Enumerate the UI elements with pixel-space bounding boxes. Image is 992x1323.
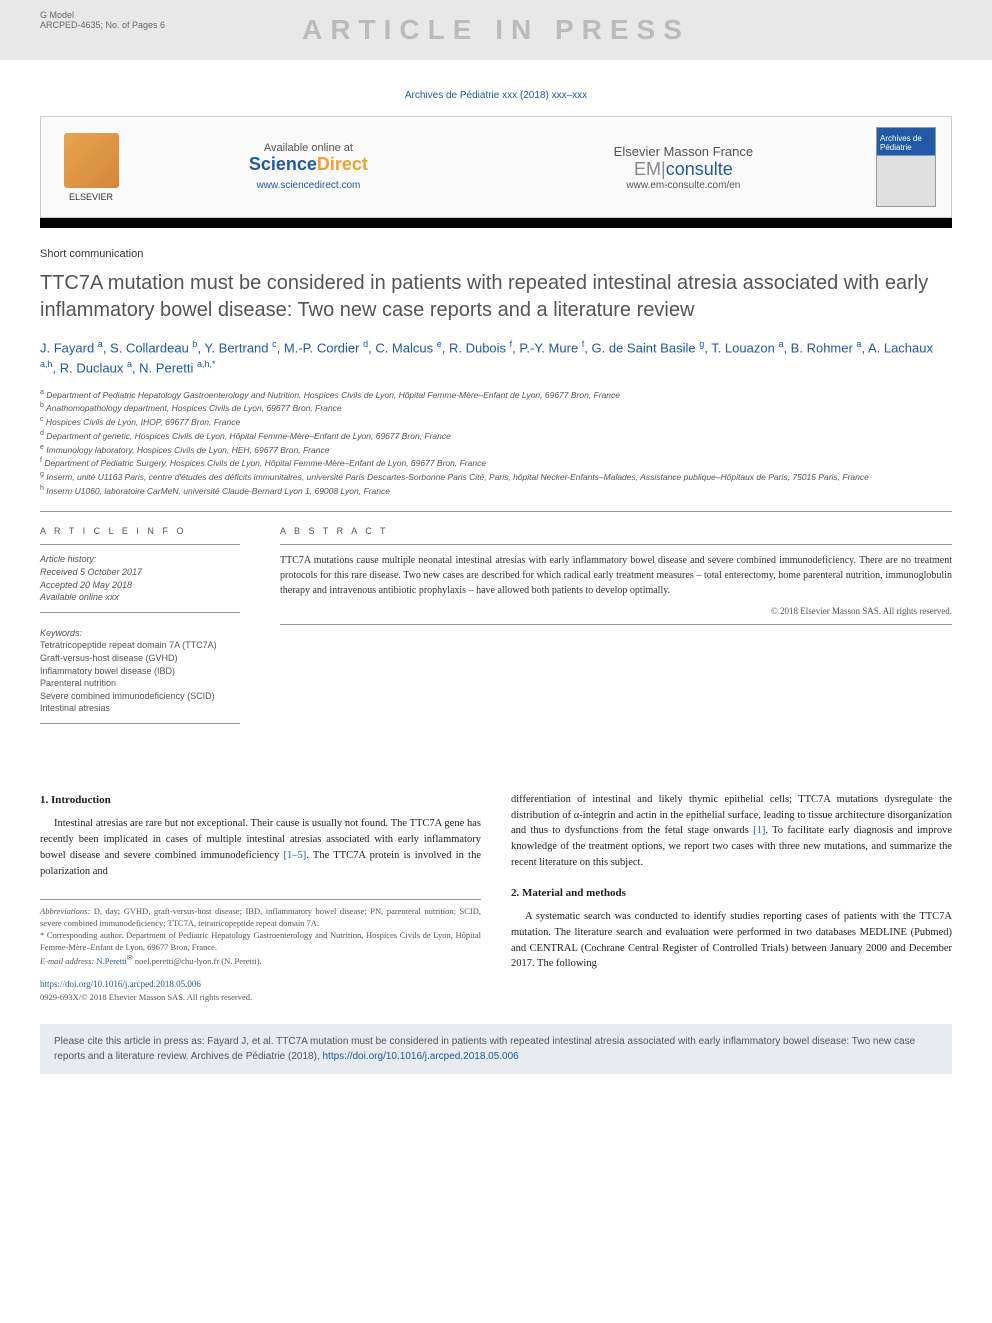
watermark-banner: ARTICLE IN PRESS bbox=[0, 0, 992, 60]
abstract-column: A B S T R A C T TTC7A mutations cause mu… bbox=[280, 526, 952, 732]
keywords-block: Keywords: Tetratricopeptide repeat domai… bbox=[40, 627, 240, 715]
affiliation-item: h Inserm U1060, laboratoire CarMeN, univ… bbox=[40, 484, 952, 498]
affiliation-item: e Immunology laboratory, Hospices Civils… bbox=[40, 443, 952, 457]
divider bbox=[40, 511, 952, 512]
keyword-item: Parenteral nutrition bbox=[40, 677, 240, 690]
citation-link-2[interactable]: [1] bbox=[753, 825, 765, 836]
footnotes-block: Abbreviations: D, day; GVHD, graft-versu… bbox=[40, 899, 481, 967]
elsevier-label: ELSEVIER bbox=[69, 192, 113, 202]
info-divider bbox=[40, 544, 240, 545]
email-text: noel.peretti@chu-lyon.fr (N. Peretti). bbox=[135, 956, 262, 966]
keyword-item: Inflammatory bowel disease (IBD) bbox=[40, 665, 240, 678]
sciencedirect-link[interactable]: www.sciencedirect.com bbox=[256, 180, 360, 191]
em-brand2: consulte bbox=[666, 159, 733, 179]
affiliation-item: d Department of genetic, Hospices Civils… bbox=[40, 429, 952, 443]
citation-box: Please cite this article in press as: Fa… bbox=[40, 1024, 952, 1074]
affiliations-list: a Department of Pediatric Hepatology Gas… bbox=[40, 388, 952, 498]
article-info-header: A R T I C L E I N F O bbox=[40, 526, 240, 536]
sd-science: Science bbox=[249, 154, 317, 174]
abstract-copyright: © 2018 Elsevier Masson SAS. All rights r… bbox=[280, 606, 952, 616]
journal-cover-thumbnail: Archives de Pédiatrie bbox=[876, 127, 936, 207]
methods-heading: 2. Material and methods bbox=[511, 885, 952, 902]
page-container: ARTICLE IN PRESS G Model ARCPED-4635; No… bbox=[0, 0, 992, 1323]
body-two-columns: 1. Introduction Intestinal atresias are … bbox=[40, 792, 952, 1004]
keyword-item: Tetratricopeptide repeat domain 7A (TTC7… bbox=[40, 639, 240, 652]
keyword-item: Intestinal atresias bbox=[40, 702, 240, 715]
sciencedirect-logo[interactable]: ScienceDirect bbox=[249, 154, 368, 175]
available-online: Available online xxx bbox=[40, 591, 240, 604]
affiliation-item: f Department of Pediatric Surgery, Hospi… bbox=[40, 456, 952, 470]
publisher-banner: ELSEVIER Available online at ScienceDire… bbox=[40, 116, 952, 218]
affiliation-item: b Anathomopathology department, Hospices… bbox=[40, 401, 952, 415]
banner-center: Available online at ScienceDirect www.sc… bbox=[126, 142, 876, 193]
intro-paragraph-1: Intestinal atresias are rare but not exc… bbox=[40, 816, 481, 879]
intro-paragraph-2: differentiation of intestinal and likely… bbox=[511, 792, 952, 871]
left-column: 1. Introduction Intestinal atresias are … bbox=[40, 792, 481, 1004]
email-link[interactable]: N.Peretti bbox=[96, 956, 126, 966]
affiliation-item: g Inserm, unité U1163 Paris, centre d'ét… bbox=[40, 470, 952, 484]
model-line1: G Model bbox=[40, 10, 165, 20]
received-date: Received 5 October 2017 bbox=[40, 566, 240, 579]
keyword-item: Graft-versus-host disease (GVHD) bbox=[40, 652, 240, 665]
sciencedirect-col: Available online at ScienceDirect www.sc… bbox=[249, 142, 368, 193]
article-history: Article history: Received 5 October 2017… bbox=[40, 553, 240, 603]
emconsulte-col: Elsevier Masson France EM|consulte www.e… bbox=[614, 144, 753, 191]
abstract-header: A B S T R A C T bbox=[280, 526, 952, 536]
keyword-item: Severe combined immunodeficiency (SCID) bbox=[40, 690, 240, 703]
article-type-label: Short communication bbox=[40, 248, 952, 260]
affiliation-item: a Department of Pediatric Hepatology Gas… bbox=[40, 388, 952, 402]
abstract-text: TTC7A mutations cause multiple neonatal … bbox=[280, 553, 952, 598]
methods-paragraph-1: A systematic search was conducted to ide… bbox=[511, 909, 952, 972]
citation-link-1[interactable]: [1–5] bbox=[283, 850, 306, 861]
available-online-label: Available online at bbox=[249, 142, 368, 154]
accepted-date: Accepted 20 May 2018 bbox=[40, 579, 240, 592]
keywords-label: Keywords: bbox=[40, 627, 240, 640]
corresponding-author-note: * Corresponding author. Department of Pe… bbox=[40, 930, 481, 954]
right-column: differentiation of intestinal and likely… bbox=[511, 792, 952, 1004]
journal-reference: Archives de Pédiatrie xxx (2018) xxx–xxx bbox=[40, 90, 952, 101]
doi-url[interactable]: https://doi.org/10.1016/j.arcped.2018.05… bbox=[40, 979, 201, 989]
history-label: Article history: bbox=[40, 553, 240, 566]
authors-list: J. Fayard a, S. Collardeau b, Y. Bertran… bbox=[40, 338, 952, 378]
model-line2: ARCPED-4635; No. of Pages 6 bbox=[40, 20, 165, 30]
em-brand1: EM bbox=[634, 159, 661, 179]
emconsulte-link[interactable]: www.em-consulte.com/en bbox=[614, 180, 753, 191]
article-info-column: A R T I C L E I N F O Article history: R… bbox=[40, 526, 240, 732]
info-divider bbox=[40, 723, 240, 724]
info-divider bbox=[40, 612, 240, 613]
elsevier-logo-box: ELSEVIER bbox=[56, 127, 126, 207]
doi-copyright: 0929-693X/© 2018 Elsevier Masson SAS. Al… bbox=[40, 991, 481, 1004]
article-title: TTC7A mutation must be considered in pat… bbox=[40, 270, 952, 324]
model-info: G Model ARCPED-4635; No. of Pages 6 bbox=[40, 10, 165, 30]
em-publisher-label: Elsevier Masson France bbox=[614, 144, 753, 159]
black-divider-bar bbox=[40, 218, 952, 228]
cite-doi-link[interactable]: https://doi.org/10.1016/j.arcped.2018.05… bbox=[322, 1051, 518, 1062]
email-label: E-mail address: bbox=[40, 956, 94, 966]
abbreviations-note: Abbreviations: D, day; GVHD, graft-versu… bbox=[40, 906, 481, 930]
abbrev-label: Abbreviations: bbox=[40, 906, 90, 916]
email-note: E-mail address: N.Peretti✉ noel.peretti@… bbox=[40, 954, 481, 968]
info-abstract-row: A R T I C L E I N F O Article history: R… bbox=[40, 526, 952, 732]
intro-heading: 1. Introduction bbox=[40, 792, 481, 809]
doi-link[interactable]: https://doi.org/10.1016/j.arcped.2018.05… bbox=[40, 978, 481, 992]
emconsulte-logo[interactable]: EM|consulte bbox=[614, 159, 753, 180]
watermark-text: ARTICLE IN PRESS bbox=[302, 14, 690, 46]
affiliation-item: c Hospices Civils de Lyon, IHOP, 69677 B… bbox=[40, 415, 952, 429]
cover-title: Archives de Pédiatrie bbox=[880, 134, 935, 152]
corresp-label: * Corresponding author. bbox=[40, 930, 123, 940]
email-envelope-icon: ✉ bbox=[127, 954, 133, 962]
abstract-divider bbox=[280, 544, 952, 545]
abstract-divider bbox=[280, 624, 952, 625]
sd-direct: Direct bbox=[317, 154, 368, 174]
abbrev-text: D, day; GVHD, graft-versus-host disease;… bbox=[40, 906, 481, 928]
elsevier-tree-icon bbox=[64, 133, 119, 188]
